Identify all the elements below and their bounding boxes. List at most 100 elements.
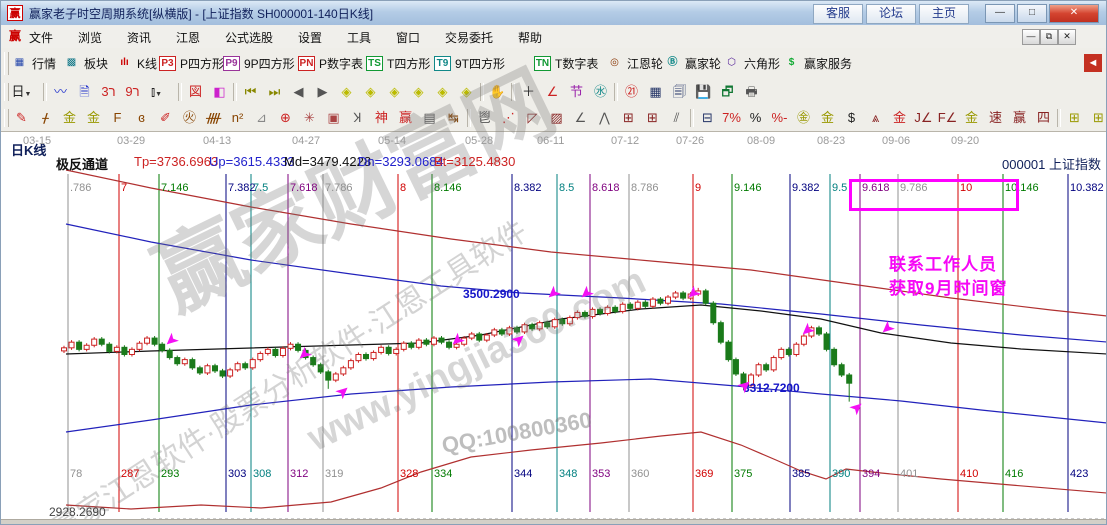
- n-square-icon[interactable]: n²: [231, 110, 244, 125]
- printer-icon[interactable]: 🖶: [745, 84, 758, 99]
- chart-area[interactable]: 赢家财富网 赢家江恩软件·股票分析软件·江恩工具软件 www.yingjia36…: [1, 54, 1106, 524]
- crosshair-icon[interactable]: ＋: [521, 84, 535, 99]
- web-star-icon[interactable]: ✳: [304, 110, 315, 125]
- angle-line-icon[interactable]: ∠: [574, 110, 587, 125]
- period-select-icon[interactable]: 日▼: [11, 84, 32, 99]
- report-icon[interactable]: 🗎: [79, 84, 90, 99]
- forum-button[interactable]: 论坛: [866, 4, 916, 24]
- calculator-icon[interactable]: ▦: [649, 84, 662, 99]
- toolbar-grip[interactable]: [4, 109, 9, 127]
- toolbar-p-table-button[interactable]: PN P数字表: [298, 52, 363, 74]
- minimize-button[interactable]: —: [985, 4, 1015, 23]
- gold-line-icon[interactable]: 金: [820, 110, 834, 125]
- diamond-1-icon[interactable]: ◈: [341, 84, 352, 99]
- level-list-icon[interactable]: ⊟: [702, 110, 713, 125]
- sketch-chart-icon[interactable]: 〰: [53, 84, 67, 99]
- j-angle-icon[interactable]: J∠: [914, 110, 933, 125]
- diamond-6-icon[interactable]: ◈: [461, 84, 472, 99]
- menu-9[interactable]: 帮助: [518, 31, 543, 45]
- candle-style-icon[interactable]: ⫾▼: [150, 84, 163, 99]
- maximize-button[interactable]: □: [1017, 4, 1047, 23]
- gold-mark-icon[interactable]: 金: [892, 110, 906, 125]
- toolbar-grip[interactable]: [4, 52, 9, 75]
- pattern-red-icon[interactable]: 図: [188, 84, 202, 99]
- arc-tool-icon[interactable]: ⩓: [871, 110, 880, 125]
- pan-hand-icon[interactable]: ✋: [489, 84, 506, 99]
- percent-7-icon[interactable]: 7%: [722, 110, 741, 125]
- menu-1[interactable]: 浏览: [78, 31, 103, 45]
- shen-tool-icon[interactable]: 神: [374, 110, 388, 125]
- festival-tool-icon[interactable]: 节: [569, 84, 583, 99]
- trend-pen-icon[interactable]: ✐: [160, 110, 171, 125]
- gold-hash-1-icon[interactable]: 金: [62, 110, 76, 125]
- grid-123-icon[interactable]: ▤: [423, 110, 436, 125]
- menu-3[interactable]: 江恩: [176, 31, 201, 45]
- angle-mirror-icon[interactable]: ⊿: [256, 110, 267, 125]
- spiral-icon[interactable]: ɞ: [138, 110, 145, 125]
- period-label[interactable]: 日K线: [11, 143, 47, 158]
- fan-fill-icon[interactable]: ◸: [527, 110, 538, 125]
- parallel-lines-icon[interactable]: ⫽: [673, 110, 680, 125]
- bars-9-icon[interactable]: ﬧ9: [125, 84, 140, 99]
- diamond-2-icon[interactable]: ◈: [365, 84, 376, 99]
- gold-hash-2-icon[interactable]: 金: [86, 110, 100, 125]
- pencil-tool-icon[interactable]: ✎: [16, 110, 27, 125]
- toolbar-service-button[interactable]: $ 赢家服务: [783, 52, 852, 74]
- bars-3-icon[interactable]: ﬧ3: [101, 84, 116, 99]
- prev-bar-icon[interactable]: ◀: [293, 84, 304, 99]
- save-icon[interactable]: 💾: [695, 84, 712, 99]
- circle-cross-icon[interactable]: ⊕: [280, 110, 291, 125]
- speed-angle-icon[interactable]: 速∠: [988, 110, 1002, 145]
- panel-toggle-icon[interactable]: ◄: [1084, 54, 1102, 72]
- toolbar-sectors-button[interactable]: ▩ 板块: [63, 52, 108, 74]
- shade-square-icon[interactable]: ▨: [550, 110, 563, 125]
- fan-lines-icon[interactable]: ⋰: [502, 110, 515, 125]
- f-angle-icon[interactable]: F∠: [937, 110, 958, 125]
- menu-8[interactable]: 交易委托: [445, 31, 494, 45]
- mdi-minimize-button[interactable]: —: [1022, 29, 1040, 45]
- brain-tool-icon[interactable]: ㊌: [593, 84, 607, 99]
- grid-red-2-icon[interactable]: ⊞: [647, 110, 658, 125]
- toolbar-p-square-button[interactable]: P3 P四方形: [159, 52, 224, 74]
- notes-icon[interactable]: 🗐: [673, 84, 686, 99]
- grid-gold-2-icon[interactable]: ⊞: [1093, 110, 1104, 125]
- square-target-icon[interactable]: ▣: [327, 110, 340, 125]
- four-angle-icon[interactable]: 四∠: [1036, 110, 1050, 145]
- time-circle-icon[interactable]: ㊋: [182, 110, 196, 125]
- toolbar-gann-wheel-button[interactable]: ◎ 江恩轮: [606, 52, 663, 74]
- toolbar-winner-wheel-button[interactable]: Ⓑ 赢家轮: [664, 52, 722, 74]
- close-button[interactable]: ✕: [1049, 4, 1099, 23]
- toolbar-quotes-button[interactable]: ▦ 行情: [11, 52, 56, 74]
- mdi-close-button[interactable]: ✕: [1058, 29, 1076, 45]
- diamond-3-icon[interactable]: ◈: [389, 84, 400, 99]
- mdi-restore-button[interactable]: ⧉: [1040, 29, 1058, 45]
- diamond-5-icon[interactable]: ◈: [437, 84, 448, 99]
- fib-hash-icon[interactable]: F: [113, 110, 122, 125]
- ying-angle-icon[interactable]: 赢∠: [1012, 110, 1026, 145]
- first-bar-icon[interactable]: ⏮: [244, 84, 257, 99]
- toolbar-hexagon-button[interactable]: ⬡ 六角形: [723, 52, 780, 74]
- menu-4[interactable]: 公式选股: [225, 31, 274, 45]
- toolbar-9p-square-button[interactable]: P9 9P四方形: [223, 52, 295, 74]
- percent-icon[interactable]: %: [749, 110, 762, 125]
- next-bar-icon[interactable]: ▶: [317, 84, 328, 99]
- menu-2[interactable]: 资讯: [127, 31, 152, 45]
- span-arrows-icon[interactable]: ↹: [448, 110, 459, 125]
- rect-ruler-icon[interactable]: ⾿: [477, 110, 491, 125]
- menu-6[interactable]: 工具: [347, 31, 372, 45]
- toolbar-t-square-button[interactable]: TS T四方形: [366, 52, 430, 74]
- gold-angle-icon[interactable]: 金∠: [964, 110, 978, 145]
- grid-red-1-icon[interactable]: ⊞: [623, 110, 634, 125]
- color-histogram-icon[interactable]: ◧: [213, 84, 226, 99]
- ying-tool-icon[interactable]: 赢: [398, 110, 412, 125]
- percent-line-icon[interactable]: %-: [771, 110, 788, 125]
- angle-tool-icon[interactable]: ∠: [546, 84, 559, 99]
- gold-circle-icon[interactable]: ㊎: [796, 110, 810, 125]
- last-bar-icon[interactable]: ⏭: [268, 84, 281, 99]
- network-icon[interactable]: 🗗: [721, 84, 734, 99]
- toolbar-t-table-button[interactable]: TN T数字表: [534, 52, 598, 74]
- grid-gold-1-icon[interactable]: ⊞: [1069, 110, 1080, 125]
- hash-dense-icon[interactable]: ᚎ: [205, 110, 222, 125]
- toolbar-9t-square-button[interactable]: T9 9T四方形: [434, 52, 505, 74]
- menu-7[interactable]: 窗口: [396, 31, 421, 45]
